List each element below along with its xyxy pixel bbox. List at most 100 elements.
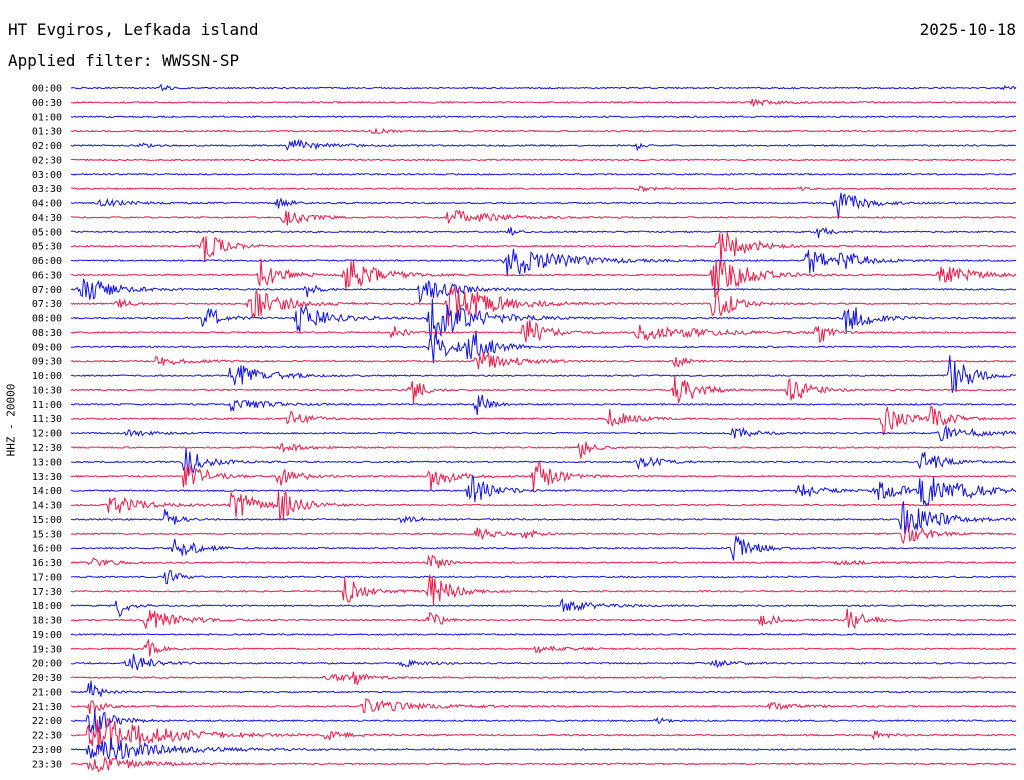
time-label: 05:00 (32, 227, 62, 238)
trace-row (70, 521, 1017, 545)
time-label: 11:30 (32, 414, 62, 425)
time-label: 10:30 (32, 385, 62, 396)
trace-row (70, 226, 1017, 239)
trace-row (70, 709, 1017, 735)
time-label: 12:30 (32, 443, 62, 454)
trace-row (71, 172, 1017, 176)
date-label: 2025-10-18 (919, 20, 1016, 39)
trace-lines (70, 83, 1017, 773)
trace-row (70, 258, 1017, 298)
trace-row (70, 738, 1017, 760)
time-label: 09:30 (32, 357, 62, 368)
time-label: 08:30 (32, 328, 62, 339)
trace-row (70, 671, 1017, 685)
time-label: 22:00 (32, 716, 62, 727)
trace-row (70, 376, 1017, 404)
trace-row (70, 608, 1017, 630)
time-label: 18:00 (32, 601, 62, 612)
time-label: 04:00 (32, 199, 62, 210)
time-label: 02:30 (32, 155, 62, 166)
trace-row (70, 248, 1017, 277)
time-label: 14:00 (32, 486, 62, 497)
trace-row (70, 638, 1017, 657)
time-label: 10:00 (32, 371, 62, 382)
time-label: 18:30 (32, 616, 62, 627)
time-label: 23:00 (32, 745, 62, 756)
trace-row (70, 298, 1017, 341)
time-label: 03:00 (32, 170, 62, 181)
trace-row (70, 460, 1017, 491)
trace-row (70, 355, 1017, 393)
time-label: 02:00 (32, 141, 62, 152)
trace-row (70, 717, 1017, 755)
trace-row (70, 653, 1017, 671)
time-label: 13:30 (32, 472, 62, 483)
time-label: 15:00 (32, 515, 62, 526)
time-label: 15:30 (32, 529, 62, 540)
trace-row (70, 138, 1017, 152)
time-label: 11:00 (32, 400, 62, 411)
time-label: 22:30 (32, 731, 62, 742)
time-label: 20:00 (32, 659, 62, 670)
trace-row (70, 158, 1017, 162)
trace-row (70, 569, 1017, 585)
time-label: 19:30 (32, 644, 62, 655)
time-label: 09:00 (32, 342, 62, 353)
trace-row (70, 127, 1016, 135)
time-label: 12:00 (32, 429, 62, 440)
time-label: 17:30 (32, 587, 62, 598)
trace-row (70, 232, 1017, 266)
time-label: 19:00 (32, 630, 62, 641)
time-label: 05:30 (32, 242, 62, 253)
trace-row (70, 448, 1016, 474)
time-label: 07:00 (32, 285, 62, 296)
time-label: 16:00 (32, 544, 62, 555)
trace-row (70, 680, 1017, 697)
trace-row (70, 98, 1017, 107)
trace-row (70, 278, 1017, 304)
time-label: 14:30 (32, 501, 62, 512)
time-label: 21:30 (32, 702, 62, 713)
trace-row (70, 185, 1017, 193)
trace-row (70, 404, 1017, 436)
time-axis-labels: 00:00 00:30 01:00 01:30 02:00 02:30 03:00 03:30… (32, 84, 62, 771)
time-label: 04:30 (32, 213, 62, 224)
station-title: HT Evgiros, Lefkada island (8, 20, 259, 39)
time-label: 01:00 (32, 112, 62, 123)
time-label: 01:30 (32, 127, 62, 138)
trace-row (70, 501, 1017, 535)
trace-row (70, 597, 1017, 618)
trace-row (70, 697, 1017, 714)
filter-label: Applied filter: WWSSN-SP (8, 51, 240, 70)
time-label: 03:30 (32, 184, 62, 195)
trace-row (70, 330, 1017, 364)
trace-row (70, 632, 1017, 636)
trace-row (71, 394, 1017, 416)
trace-row (70, 554, 1016, 569)
time-label: 00:00 (32, 84, 62, 95)
trace-row (70, 574, 1017, 605)
trace-row (70, 192, 1017, 219)
time-label: 08:00 (32, 314, 62, 325)
trace-row (70, 286, 1017, 326)
trace-row (70, 209, 1016, 226)
time-label: 13:00 (32, 457, 62, 468)
time-label: 06:30 (32, 270, 62, 281)
trace-row (71, 535, 1017, 561)
time-label: 00:30 (32, 98, 62, 109)
trace-row (70, 115, 1017, 119)
time-label: 23:30 (32, 759, 62, 770)
trace-row (70, 490, 1017, 521)
trace-row (70, 319, 1017, 344)
time-label: 07:30 (32, 299, 62, 310)
time-label: 16:30 (32, 558, 62, 569)
time-label: 20:30 (32, 673, 62, 684)
trace-row (70, 83, 1017, 92)
trace-row (70, 441, 1017, 459)
trace-row (70, 351, 1017, 370)
trace-row (70, 756, 1017, 773)
trace-row (70, 475, 1017, 507)
time-label: 17:00 (32, 572, 62, 583)
trace-row (70, 424, 1017, 442)
